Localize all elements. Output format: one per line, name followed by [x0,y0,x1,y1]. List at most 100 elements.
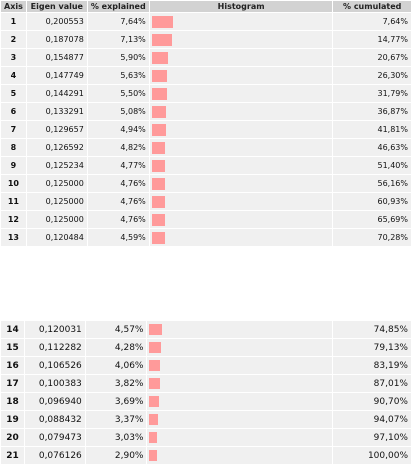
cell-histogram [147,393,333,410]
histogram-bar [151,231,165,244]
cell-percent-explained: 4,76% [87,175,149,192]
cell-percent-cumulated: 7,64% [333,13,411,30]
cell-percent-explained: 7,13% [87,31,149,48]
histogram-bar [151,177,165,190]
table-row: 2 0,187078 7,13% 14,77% [1,31,411,48]
cell-axis: 14 [1,321,24,338]
histogram-bar [149,324,163,335]
cell-percent-explained: 4,82% [87,139,149,156]
cell-eigen-value: 0,106526 [24,357,85,374]
header-axis: Axis [1,1,26,12]
cell-axis: 6 [1,103,26,120]
cell-histogram [147,375,333,392]
cell-histogram [149,157,333,174]
table-row: 13 0,120484 4,59% 70,28% [1,229,411,246]
cell-histogram [149,193,333,210]
cell-percent-cumulated: 65,69% [333,211,411,228]
cell-histogram [149,229,333,246]
header-eigen-value: Eigen value [26,1,87,12]
cell-eigen-value: 0,125000 [26,193,87,210]
cell-percent-explained: 4,06% [85,357,147,374]
table-row: 15 0,112282 4,28% 79,13% [1,339,411,356]
cell-axis: 11 [1,193,26,210]
cell-eigen-value: 0,125000 [26,175,87,192]
cell-percent-explained: 4,76% [87,193,149,210]
table-row: 10 0,125000 4,76% 56,16% [1,175,411,192]
table-row: 8 0,126592 4,82% 46,63% [1,139,411,156]
histogram-bar [149,360,161,371]
cell-axis: 15 [1,339,24,356]
cell-percent-cumulated: 56,16% [333,175,411,192]
cell-axis: 9 [1,157,26,174]
cell-histogram [147,321,333,338]
histogram-bar [151,159,165,172]
cell-percent-cumulated: 87,01% [333,375,411,392]
cell-eigen-value: 0,154877 [26,49,87,66]
histogram-bar [151,15,173,28]
cell-percent-explained: 4,57% [85,321,147,338]
cell-axis: 2 [1,31,26,48]
cell-axis: 5 [1,85,26,102]
histogram-bar [151,141,165,154]
cell-percent-explained: 4,94% [87,121,149,138]
cell-percent-cumulated: 46,63% [333,139,411,156]
cell-percent-explained: 5,50% [87,85,149,102]
cell-eigen-value: 0,126592 [26,139,87,156]
table-row: 9 0,125234 4,77% 51,40% [1,157,411,174]
cell-histogram [149,49,333,66]
eigenvalue-table-continued: 14 0,120031 4,57% 74,85% 15 0,112282 4,28% 79,1… [0,320,412,465]
cell-histogram [149,211,333,228]
cell-histogram [149,31,333,48]
histogram-bar [151,33,172,46]
cell-histogram [149,13,333,30]
cell-percent-explained: 4,77% [87,157,149,174]
cell-percent-explained: 4,28% [85,339,147,356]
cell-percent-explained: 3,69% [85,393,147,410]
cell-histogram [149,67,333,84]
cell-percent-cumulated: 94,07% [333,411,411,428]
cell-eigen-value: 0,112282 [24,339,85,356]
cell-percent-explained: 3,82% [85,375,147,392]
cell-histogram [149,103,333,120]
cell-percent-cumulated: 41,81% [333,121,411,138]
eigenvalue-table: Axis Eigen value % explained Histogram %… [1,1,411,246]
cell-percent-explained: 4,59% [87,229,149,246]
table-header-row: Axis Eigen value % explained Histogram %… [1,1,411,12]
cell-percent-cumulated: 26,30% [333,67,411,84]
histogram-bar [149,450,158,461]
table-row: 11 0,125000 4,76% 60,93% [1,193,411,210]
cell-percent-explained: 4,76% [87,211,149,228]
histogram-bar [151,69,167,82]
table-row: 7 0,129657 4,94% 41,81% [1,121,411,138]
cell-percent-explained: 5,90% [87,49,149,66]
cell-histogram [147,447,333,464]
cell-axis: 8 [1,139,26,156]
cell-axis: 4 [1,67,26,84]
cell-axis: 19 [1,411,24,428]
cell-eigen-value: 0,133291 [26,103,87,120]
cell-percent-cumulated: 83,19% [333,357,411,374]
cell-percent-explained: 5,63% [87,67,149,84]
cell-percent-cumulated: 100,00% [333,447,411,464]
table-row: 6 0,133291 5,08% 36,87% [1,103,411,120]
cell-percent-explained: 3,37% [85,411,147,428]
cell-eigen-value: 0,125000 [26,211,87,228]
table-row: 17 0,100383 3,82% 87,01% [1,375,411,392]
table-row: 19 0,088432 3,37% 94,07% [1,411,411,428]
cell-eigen-value: 0,147749 [26,67,87,84]
cell-percent-cumulated: 31,79% [333,85,411,102]
table-row: 3 0,154877 5,90% 20,67% [1,49,411,66]
cell-axis: 1 [1,13,26,30]
cell-axis: 17 [1,375,24,392]
cell-histogram [147,339,333,356]
histogram-bar [151,51,168,64]
cell-histogram [149,175,333,192]
table-row: 5 0,144291 5,50% 31,79% [1,85,411,102]
header-percent-explained: % explained [87,1,149,12]
table-row: 16 0,106526 4,06% 83,19% [1,357,411,374]
histogram-bar [149,414,159,425]
cell-percent-cumulated: 14,77% [333,31,411,48]
table-row: 4 0,147749 5,63% 26,30% [1,67,411,84]
cell-percent-cumulated: 74,85% [333,321,411,338]
cell-eigen-value: 0,125234 [26,157,87,174]
